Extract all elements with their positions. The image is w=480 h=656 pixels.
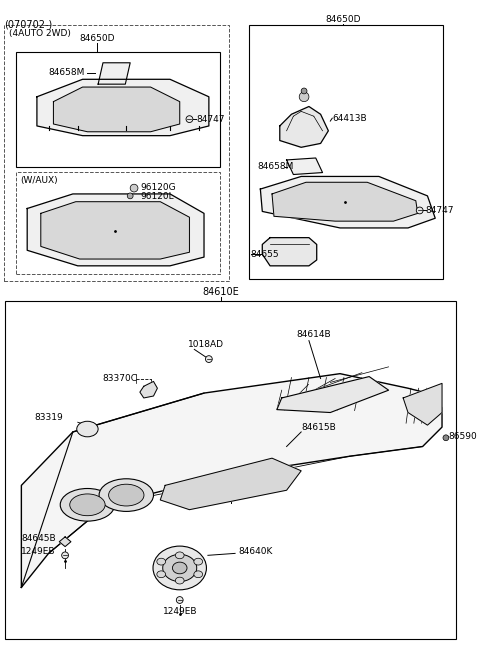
Text: 84658M: 84658M xyxy=(48,68,85,77)
Circle shape xyxy=(127,193,133,199)
Polygon shape xyxy=(160,458,301,510)
Text: 1018AD: 1018AD xyxy=(188,340,224,349)
Polygon shape xyxy=(98,63,130,84)
Text: 1249EB: 1249EB xyxy=(162,607,197,616)
Ellipse shape xyxy=(60,489,115,521)
Text: 84610E: 84610E xyxy=(202,287,239,297)
Bar xyxy=(4,25,229,281)
Circle shape xyxy=(299,92,309,102)
Circle shape xyxy=(176,596,183,604)
Bar xyxy=(249,25,443,279)
Text: 84614B: 84614B xyxy=(296,331,331,339)
Text: 96120G: 96120G xyxy=(141,182,177,192)
Circle shape xyxy=(186,115,193,123)
Ellipse shape xyxy=(77,421,98,437)
Polygon shape xyxy=(53,87,180,132)
Text: 84655: 84655 xyxy=(251,250,279,258)
Ellipse shape xyxy=(175,577,184,584)
Circle shape xyxy=(416,207,423,214)
Text: 84650D: 84650D xyxy=(325,14,360,24)
Polygon shape xyxy=(287,158,323,174)
Ellipse shape xyxy=(163,554,197,582)
Text: 84650D: 84650D xyxy=(79,34,115,43)
Polygon shape xyxy=(277,377,389,413)
Text: 84747: 84747 xyxy=(196,115,225,123)
Polygon shape xyxy=(260,176,435,228)
Text: 83319: 83319 xyxy=(34,413,63,422)
Ellipse shape xyxy=(172,562,187,574)
Text: (W/AUX): (W/AUX) xyxy=(21,176,58,186)
Text: 84645B: 84645B xyxy=(22,534,56,543)
Circle shape xyxy=(130,184,138,192)
Polygon shape xyxy=(262,237,317,266)
Text: 84747: 84747 xyxy=(425,206,454,215)
Circle shape xyxy=(443,435,449,441)
Polygon shape xyxy=(59,537,71,546)
Circle shape xyxy=(62,552,69,559)
Text: 64413B: 64413B xyxy=(332,113,367,123)
Polygon shape xyxy=(37,79,209,136)
Text: 84658M: 84658M xyxy=(257,162,294,171)
Bar xyxy=(15,172,219,274)
Text: (4AUTO 2WD): (4AUTO 2WD) xyxy=(9,29,71,38)
Ellipse shape xyxy=(153,546,206,590)
Text: 83370C: 83370C xyxy=(102,374,137,383)
Ellipse shape xyxy=(157,558,166,565)
Circle shape xyxy=(205,356,212,363)
Circle shape xyxy=(301,88,307,94)
Polygon shape xyxy=(140,381,157,398)
Text: 84615B: 84615B xyxy=(301,422,336,432)
Text: 96120L: 96120L xyxy=(141,192,175,201)
Bar xyxy=(15,52,219,167)
Ellipse shape xyxy=(70,494,105,516)
Ellipse shape xyxy=(175,552,184,559)
Bar xyxy=(5,301,456,639)
Ellipse shape xyxy=(108,484,144,506)
Ellipse shape xyxy=(194,571,203,578)
Text: 1249EB: 1249EB xyxy=(22,547,56,556)
Text: (070702-): (070702-) xyxy=(4,19,52,29)
Ellipse shape xyxy=(194,558,203,565)
Polygon shape xyxy=(22,374,442,587)
Polygon shape xyxy=(403,383,442,425)
Text: 86590: 86590 xyxy=(449,432,478,441)
Polygon shape xyxy=(27,194,204,266)
Text: 84611: 84611 xyxy=(219,481,248,490)
Polygon shape xyxy=(41,201,190,259)
Text: 84640K: 84640K xyxy=(238,547,272,556)
Polygon shape xyxy=(280,106,328,148)
Ellipse shape xyxy=(157,571,166,578)
Ellipse shape xyxy=(99,479,154,512)
Polygon shape xyxy=(272,182,418,221)
